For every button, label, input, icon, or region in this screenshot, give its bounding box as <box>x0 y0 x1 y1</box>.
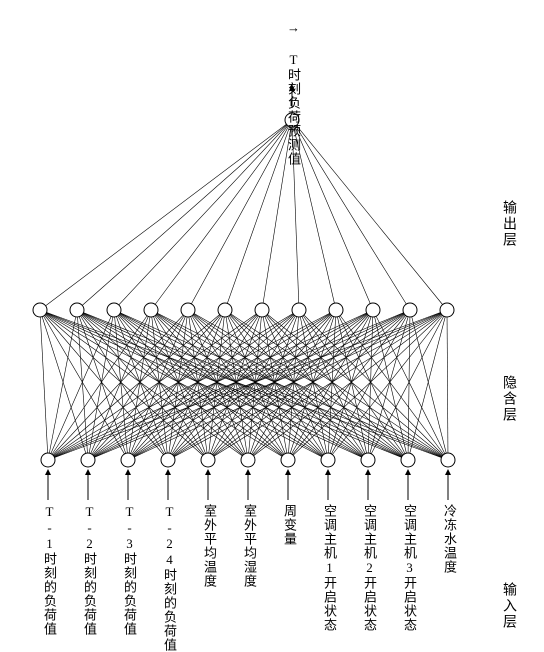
input-label: 周变量 <box>280 504 299 546</box>
hidden-node <box>403 303 417 317</box>
input-layer-label: 输入层 <box>498 582 518 630</box>
output-label: → T时刻负荷预测值 <box>284 20 303 166</box>
input-node <box>401 453 415 467</box>
input-label: T-2时刻的负荷值 <box>80 504 99 636</box>
hidden-node <box>329 303 343 317</box>
input-arrows <box>45 469 451 500</box>
hidden-node <box>440 303 454 317</box>
nodes <box>33 113 455 467</box>
input-label: 冷冻水温度 <box>440 504 459 574</box>
hidden-node <box>181 303 195 317</box>
input-label: 空调主机3开启状态 <box>400 504 419 632</box>
hidden-node <box>70 303 84 317</box>
input-node <box>321 453 335 467</box>
input-label: T-24时刻的负荷值 <box>160 504 179 652</box>
input-node <box>161 453 175 467</box>
hidden-node <box>144 303 158 317</box>
hidden-layer-label: 隐含层 <box>498 375 518 423</box>
input-node <box>81 453 95 467</box>
input-label: 室外平均温度 <box>200 504 219 588</box>
input-label: 室外平均湿度 <box>240 504 259 588</box>
input-label: 空调主机2开启状态 <box>360 504 379 632</box>
input-node <box>361 453 375 467</box>
edges <box>40 120 448 460</box>
hidden-node <box>255 303 269 317</box>
output-layer-label: 输出层 <box>498 200 518 248</box>
input-node <box>41 453 55 467</box>
hidden-node <box>107 303 121 317</box>
hidden-node <box>33 303 47 317</box>
input-node <box>201 453 215 467</box>
input-node <box>241 453 255 467</box>
hidden-node <box>292 303 306 317</box>
input-node <box>441 453 455 467</box>
input-node <box>121 453 135 467</box>
hidden-node <box>366 303 380 317</box>
input-label: T-1时刻的负荷值 <box>40 504 59 636</box>
input-label: T-3时刻的负荷值 <box>120 504 139 636</box>
hidden-node <box>218 303 232 317</box>
input-node <box>281 453 295 467</box>
input-label: 空调主机1开启状态 <box>320 504 339 632</box>
